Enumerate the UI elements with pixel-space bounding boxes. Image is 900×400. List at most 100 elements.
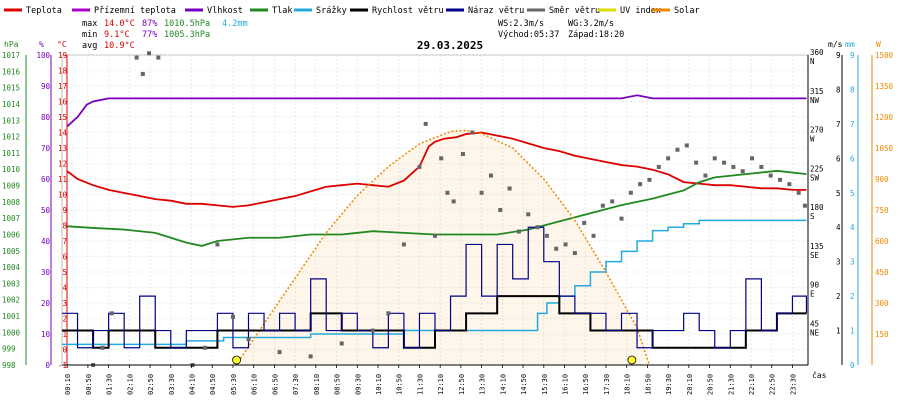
tick-direction-dir-4: SW <box>810 173 820 182</box>
sunrise-marker <box>232 355 241 365</box>
tick-temperature-18: 17 <box>58 82 67 91</box>
tick-solar-2: 450 <box>875 268 889 277</box>
tick-direction-dir-5: W <box>810 135 815 144</box>
x-tick-label-2: 01:30 <box>106 374 114 395</box>
chart-title: 29.03.2025 <box>417 39 483 52</box>
stat-min-hum: 77% <box>142 30 157 40</box>
direction-point-46 <box>666 156 671 161</box>
direction-point-42 <box>628 190 633 195</box>
x-tick-label-4: 02:50 <box>147 374 155 395</box>
legend-label-9: Solar <box>674 6 700 16</box>
tick-solar-1: 300 <box>875 299 889 308</box>
direction-point-55 <box>750 156 755 161</box>
series-3-line <box>62 219 807 346</box>
direction-point-24 <box>460 152 465 157</box>
direction-point-3 <box>134 55 139 60</box>
tick-direction-deg-0: 45 <box>810 319 819 328</box>
tick-humidity-6: 60 <box>41 175 51 184</box>
tick-hpa-4: 1002 <box>2 296 20 305</box>
legend-label-0: Teplota <box>26 6 62 16</box>
tick-hpa-5: 1003 <box>2 279 20 288</box>
tick-direction-deg-2: 135 <box>810 242 824 251</box>
stat-sunset: Západ:18:20 <box>568 30 624 40</box>
legend-label-5: Rychlost větru <box>372 6 444 16</box>
tick-temperature-20: 19 <box>58 51 67 60</box>
tick-wind-0: 1 <box>836 327 841 336</box>
legend-label-3: Tlak <box>272 6 292 16</box>
tick-solar-0: 150 <box>875 330 889 339</box>
stat-rain: 4.2mm <box>222 19 248 29</box>
tick-rain-3: 3 <box>850 258 855 267</box>
tick-temperature-14: 13 <box>58 144 67 153</box>
x-tick-label-6: 04:10 <box>189 374 197 395</box>
legend-label-6: Náraz větru <box>468 6 524 16</box>
tick-hpa-12: 1010 <box>2 165 21 174</box>
tick-solar-7: 1200 <box>875 113 894 122</box>
x-tick-label-29: 19:30 <box>665 374 673 395</box>
tick-solar-6: 1050 <box>875 144 894 153</box>
sunset-marker <box>627 355 637 365</box>
x-tick-label-21: 14:10 <box>499 374 507 395</box>
direction-point-8 <box>202 345 207 350</box>
series-1-line <box>66 94 807 127</box>
tick-direction-deg-7: 360 <box>810 48 824 57</box>
direction-point-28 <box>498 208 503 212</box>
tick-temperature-4: 3 <box>62 299 67 308</box>
axis-unit-rain: mm <box>845 40 855 49</box>
stats-block: max 14.0°C 87% 1010.5hPa 4.2mm min 9.1°C… <box>82 19 624 51</box>
x-tick-label-10: 06:50 <box>271 374 279 395</box>
direction-point-5 <box>147 51 152 56</box>
tick-humidity-10: 100 <box>36 51 50 60</box>
tick-temperature-9: 8 <box>62 222 67 231</box>
tick-wind-3: 4 <box>836 223 841 232</box>
x-tick-label-27: 18:10 <box>624 374 632 395</box>
tick-temperature-7: 6 <box>62 253 67 262</box>
tick-temperature-11: 10 <box>58 191 68 200</box>
stat-min-label: min <box>82 30 97 40</box>
tick-hpa-14: 1012 <box>2 133 20 142</box>
direction-point-37 <box>582 220 587 225</box>
tick-humidity-2: 20 <box>41 299 51 308</box>
direction-point-15 <box>370 328 375 333</box>
tick-temperature-16: 15 <box>58 113 67 122</box>
tick-rain-9: 9 <box>850 51 855 60</box>
tick-temperature-2: 1 <box>62 330 67 339</box>
stat-sunrise: Východ:05:37 <box>498 30 559 40</box>
tick-solar-9: 1500 <box>875 51 894 60</box>
tick-hpa-17: 1015 <box>2 84 20 93</box>
x-tick-label-9: 06:10 <box>251 374 259 395</box>
tick-hpa-16: 1014 <box>2 100 21 109</box>
x-tick-label-7: 04:50 <box>209 374 217 395</box>
x-axis: 00:10 00:50 01:30 02:10 02:50 03:30 04:10 04:50… <box>62 364 808 395</box>
x-tick-label-11: 07:30 <box>292 374 300 395</box>
x-tick-label-20: 13:30 <box>479 374 487 395</box>
tick-hpa-0: 998 <box>2 361 16 370</box>
tick-temperature-15: 14 <box>58 129 68 138</box>
direction-point-40 <box>610 199 615 204</box>
series-solar-area <box>236 130 650 365</box>
series-0-line <box>66 131 807 208</box>
tick-temperature-17: 16 <box>58 98 68 107</box>
direction-point-16 <box>386 311 391 316</box>
direction-point-39 <box>600 203 605 208</box>
direction-point-59 <box>787 182 792 187</box>
direction-point-1 <box>100 345 105 350</box>
tick-humidity-3: 30 <box>41 268 51 277</box>
direction-point-2 <box>109 311 114 316</box>
x-tick-label-28: 18:50 <box>644 374 652 395</box>
tick-wind-6: 7 <box>836 120 841 129</box>
direction-point-12 <box>277 350 282 355</box>
x-tick-label-18: 12:10 <box>437 374 445 395</box>
direction-point-35 <box>563 242 568 247</box>
tick-direction-deg-3: 180 <box>810 203 824 212</box>
direction-point-14 <box>339 341 344 346</box>
tick-temperature-3: 2 <box>62 315 67 324</box>
tick-humidity-0: 0 <box>45 361 50 370</box>
axis-unit-temperature: °C <box>57 40 67 49</box>
x-tick-label-3: 02:10 <box>126 374 134 395</box>
x-tick-label-15: 10:10 <box>375 374 383 395</box>
tick-rain-5: 5 <box>850 189 855 198</box>
stat-wg: WG:3.2m/s <box>568 19 614 29</box>
tick-wind-1: 2 <box>836 292 841 301</box>
tick-rain-7: 7 <box>850 120 855 129</box>
